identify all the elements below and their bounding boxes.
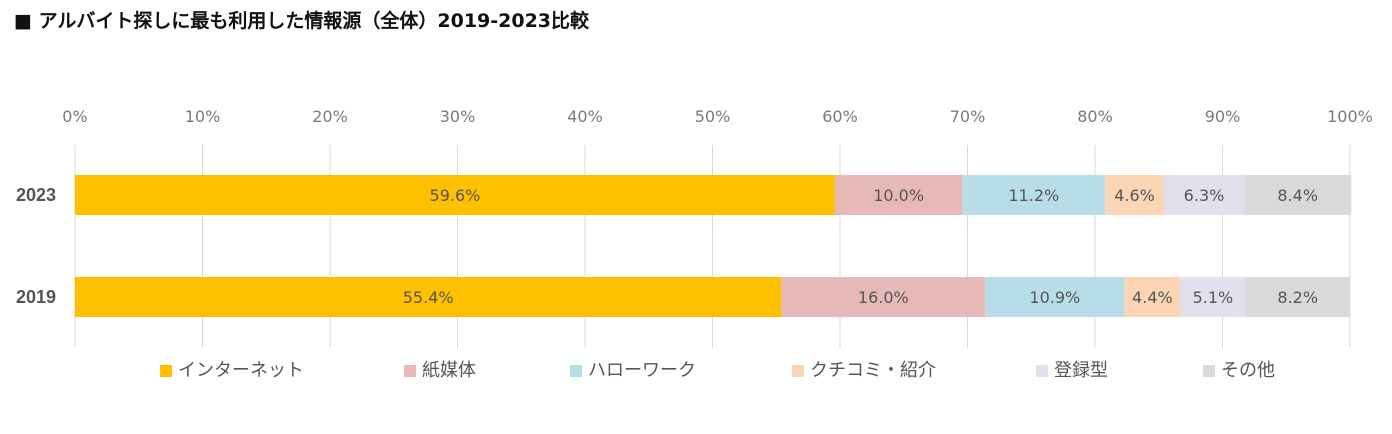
data-label: 5.1%: [1193, 288, 1234, 307]
bar-segment: [75, 277, 782, 317]
bar-segment: [962, 175, 1106, 215]
category-label: 2023: [16, 185, 56, 205]
x-tick-label: 60%: [822, 107, 858, 126]
data-label: 59.6%: [430, 186, 481, 205]
legend-swatch: [792, 365, 804, 377]
legend-swatch: [1203, 365, 1215, 377]
bar-segment: [1180, 277, 1246, 317]
bar-segment: [1124, 277, 1181, 317]
legend-swatch: [160, 365, 172, 377]
x-tick-label: 20%: [312, 107, 348, 126]
x-tick-label: 40%: [567, 107, 603, 126]
data-label: 10.9%: [1029, 288, 1080, 307]
data-label: 8.4%: [1277, 186, 1318, 205]
x-tick-label: 10%: [185, 107, 221, 126]
x-tick-label: 80%: [1077, 107, 1113, 126]
bar-segment: [1163, 175, 1245, 215]
x-tick-label: 90%: [1205, 107, 1241, 126]
data-label: 16.0%: [858, 288, 909, 307]
bar-segment: [781, 277, 986, 317]
bar-segment: [75, 175, 835, 215]
x-tick-label: 50%: [695, 107, 731, 126]
data-label: 10.0%: [873, 186, 924, 205]
data-label: 4.6%: [1114, 186, 1155, 205]
legend-swatch: [570, 365, 582, 377]
bar-segment: [834, 175, 963, 215]
legend-label: クチコミ・紹介: [810, 360, 936, 381]
data-label: 6.3%: [1184, 186, 1225, 205]
legend-label: ハローワーク: [588, 360, 696, 381]
x-tick-label: 30%: [440, 107, 476, 126]
legend-swatch: [1036, 365, 1048, 377]
data-label: 11.2%: [1008, 186, 1059, 205]
category-label: 2019: [16, 287, 56, 307]
data-label: 4.4%: [1132, 288, 1173, 307]
x-tick-label: 100%: [1327, 107, 1373, 126]
legend-swatch: [404, 365, 416, 377]
x-tick-label: 70%: [950, 107, 986, 126]
legend-label: その他: [1221, 360, 1275, 381]
bar-segment: [985, 277, 1125, 317]
bar-segment: [1105, 175, 1164, 215]
bar-segment: [1245, 277, 1350, 317]
bar-segment: [1244, 175, 1352, 215]
data-label: 8.2%: [1277, 288, 1318, 307]
legend-label: 登録型: [1054, 360, 1108, 381]
x-tick-label: 0%: [62, 107, 87, 126]
legend-label: インターネット: [178, 360, 304, 381]
legend-label: 紙媒体: [422, 360, 476, 381]
chart-title: ■ アルバイト探しに最も利用した情報源（全体）2019-2023比較: [14, 10, 590, 32]
data-label: 55.4%: [403, 288, 454, 307]
